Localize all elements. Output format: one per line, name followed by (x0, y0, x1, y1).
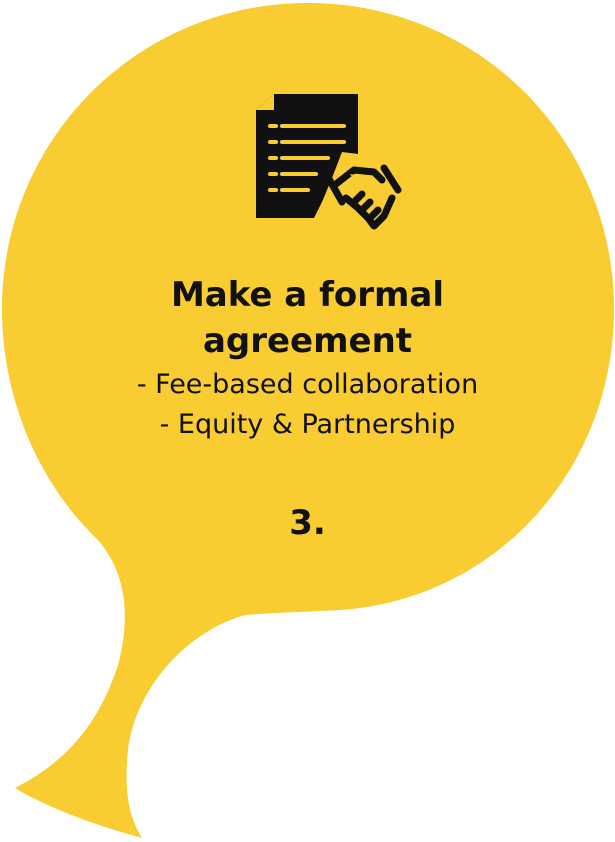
handshake-shape (320, 164, 402, 230)
option-equity-partnership: - Equity & Partnership (159, 409, 456, 440)
document-fold (256, 94, 274, 110)
card-title-line-2: agreement (202, 321, 413, 361)
step-number: 3. (289, 503, 326, 543)
option-fee-based: - Fee-based collaboration (136, 369, 479, 400)
contract-handshake-icon (250, 90, 406, 238)
card-title-line-1: Make a formal (170, 275, 445, 315)
